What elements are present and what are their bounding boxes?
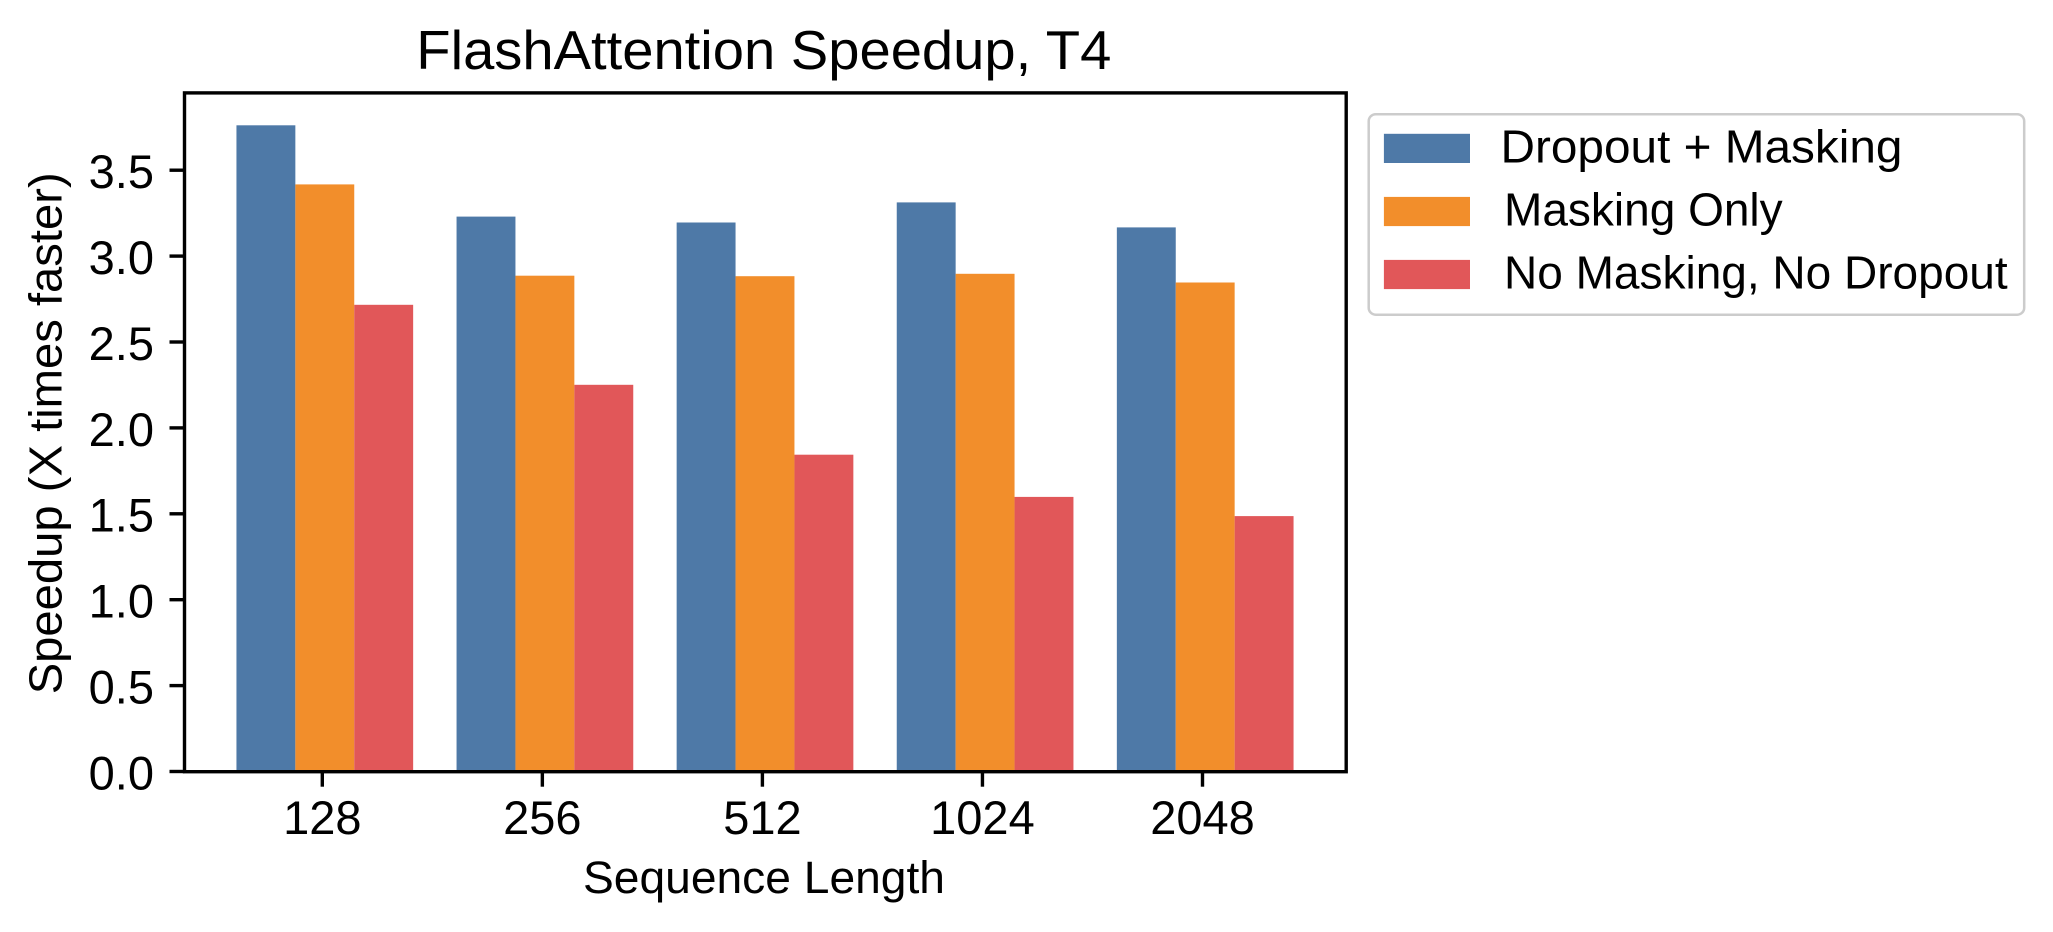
svg-text:0.5: 0.5 [89,661,154,714]
svg-text:Masking Only: Masking Only [1504,184,1783,236]
svg-text:0.0: 0.0 [89,746,154,799]
svg-text:1.5: 1.5 [89,489,154,542]
svg-text:Sequence Length: Sequence Length [583,852,945,903]
svg-text:3.0: 3.0 [89,231,154,284]
svg-text:1.0: 1.0 [89,575,154,628]
svg-text:2.0: 2.0 [89,403,154,456]
svg-text:512: 512 [723,791,801,844]
svg-text:2.5: 2.5 [89,317,154,370]
svg-text:2048: 2048 [1150,791,1255,844]
svg-text:3.5: 3.5 [89,145,154,198]
svg-text:Dropout + Masking: Dropout + Masking [1501,120,1903,172]
svg-text:128: 128 [283,791,361,844]
svg-text:FlashAttention Speedup, T4: FlashAttention Speedup, T4 [416,19,1111,81]
svg-text:1024: 1024 [930,791,1035,844]
svg-text:Speedup (X times faster): Speedup (X times faster) [20,172,72,694]
svg-text:256: 256 [503,791,581,844]
svg-text:No Masking, No Dropout: No Masking, No Dropout [1504,247,2008,299]
